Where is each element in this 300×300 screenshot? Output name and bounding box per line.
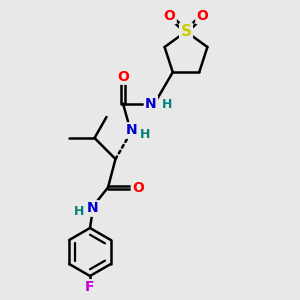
Text: H: H (140, 128, 151, 142)
Text: F: F (85, 280, 95, 294)
Text: O: O (164, 9, 175, 23)
Text: H: H (162, 98, 172, 112)
Text: O: O (132, 181, 144, 194)
Text: N: N (87, 202, 99, 215)
Text: S: S (181, 24, 191, 39)
Text: N: N (145, 97, 157, 110)
Text: O: O (117, 70, 129, 83)
Text: O: O (196, 9, 208, 23)
Text: H: H (74, 205, 84, 218)
Text: N: N (126, 124, 138, 137)
